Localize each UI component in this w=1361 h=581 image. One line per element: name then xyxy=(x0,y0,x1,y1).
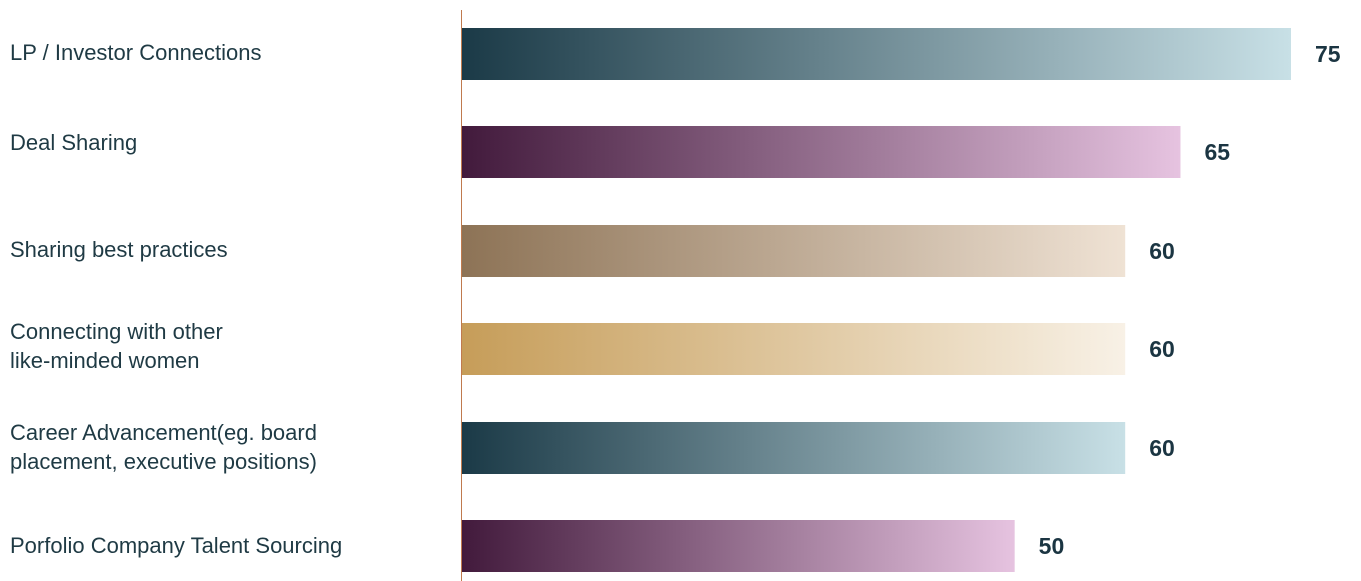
category-label-1: LP / Investor Connections xyxy=(10,39,262,65)
bar-3 xyxy=(462,225,1126,277)
value-label-4: 60 xyxy=(1149,336,1175,362)
bar-5 xyxy=(462,422,1126,474)
value-label-6: 50 xyxy=(1038,533,1065,559)
category-label-4: Connecting with other like-minded women xyxy=(10,319,223,373)
category-label-3: Sharing best practices xyxy=(10,236,228,262)
value-label-3: 60 xyxy=(1149,238,1175,264)
bar-6 xyxy=(462,520,1015,572)
value-label-5: 60 xyxy=(1149,435,1175,461)
bars-group xyxy=(462,28,1291,572)
value-label-1: 75 xyxy=(1315,41,1341,67)
category-label-6: Porfolio Company Talent Sourcing xyxy=(10,532,343,558)
category-axis-line xyxy=(461,10,462,581)
bar-1 xyxy=(462,28,1291,80)
category-label-5: Career Advancement(eg. board placement, … xyxy=(10,420,317,474)
bar-4 xyxy=(462,323,1126,375)
category-label-2: Deal Sharing xyxy=(10,129,138,155)
value-label-2: 65 xyxy=(1204,139,1231,165)
bar-2 xyxy=(462,126,1181,178)
